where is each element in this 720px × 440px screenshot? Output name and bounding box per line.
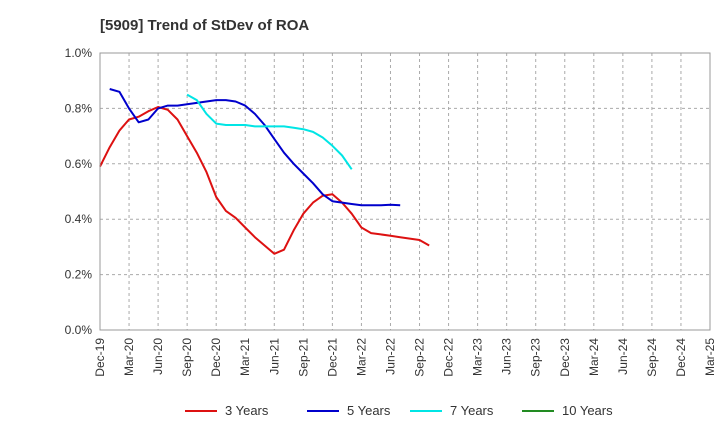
x-tick-label: Mar-25 [703,338,717,376]
series-line-7-years [186,93,353,170]
x-tick-label: Dec-21 [325,338,339,377]
series-lines [99,88,430,255]
y-tick-label: 1.0% [65,46,93,60]
legend-label: 3 Years [225,403,269,418]
x-tick-label: Dec-24 [674,338,688,377]
x-tick-label: Sep-24 [645,338,659,377]
x-tick-label: Mar-20 [122,338,136,376]
x-tick-label: Sep-21 [296,338,310,377]
legend-label: 5 Years [347,403,391,418]
x-tick-label: Sep-20 [180,338,194,377]
x-tick-label: Mar-24 [587,338,601,376]
y-tick-label: 0.2% [65,268,93,282]
x-tick-label: Sep-23 [529,338,543,377]
series-line-5-years [109,88,401,207]
x-axis-ticks: Dec-19 Mar-20 Jun-20 Sep-20 Dec-20 Mar-21 Jun-… [93,338,717,377]
x-tick-label: Dec-20 [209,338,223,377]
chart-title: [5909] Trend of StDev of ROA [100,17,309,34]
x-tick-label: Dec-22 [442,338,456,377]
legend-label: 7 Years [450,403,494,418]
x-tick-label: Jun-21 [267,338,281,375]
y-tick-label: 0.8% [65,101,93,115]
x-tick-label: Jun-24 [616,338,630,375]
x-tick-label: Dec-23 [558,338,572,377]
legend: 3 Years 5 Years 7 Years 10 Years [185,403,613,418]
series-line-3-years [99,106,430,255]
x-tick-label: Jun-20 [151,338,165,375]
x-tick-label: Jun-22 [383,338,397,375]
gridlines [100,53,710,330]
x-tick-label: Jun-23 [500,338,514,375]
plot-area-border [99,52,711,331]
y-axis-ticks: 0.0% 0.2% 0.4% 0.6% 0.8% 1.0% [65,46,93,337]
x-tick-label: Mar-23 [471,338,485,376]
x-tick-label: Sep-22 [413,338,427,377]
y-tick-label: 0.0% [65,323,93,337]
x-tick-label: Mar-21 [238,338,252,376]
y-tick-label: 0.4% [65,212,93,226]
legend-label: 10 Years [562,403,613,418]
y-tick-label: 0.6% [65,157,93,171]
x-tick-label: Dec-19 [93,338,107,377]
x-tick-label: Mar-22 [354,338,368,376]
